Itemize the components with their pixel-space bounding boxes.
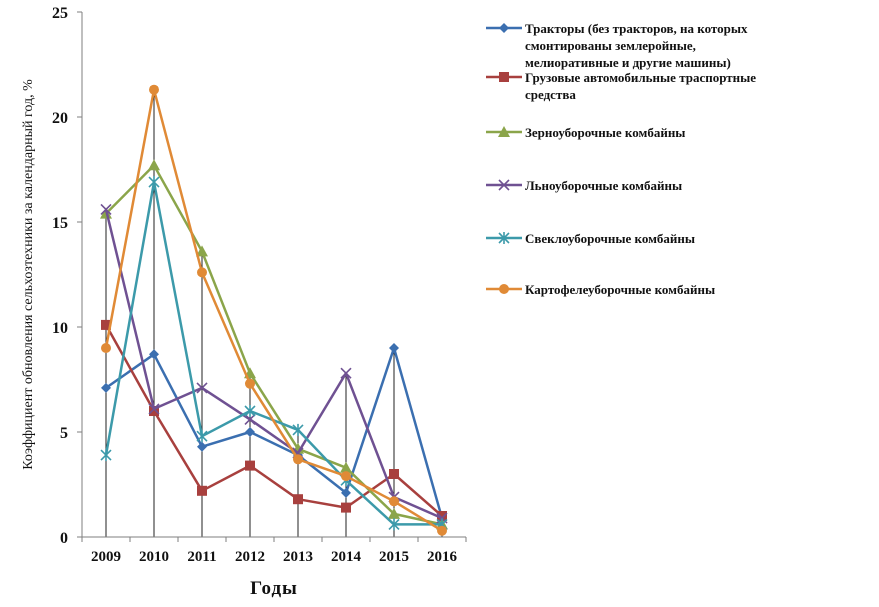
data-point-s1-2016 xyxy=(437,511,447,521)
data-point-s0-2011 xyxy=(197,441,207,452)
legend-marker-2 xyxy=(498,126,510,137)
legend-label-2: Зерноуборочные комбайны xyxy=(525,125,685,140)
legend-label-5: Картофелеуборочные комбайны xyxy=(525,282,715,297)
x-tick-label: 2014 xyxy=(331,549,362,565)
data-point-s0-2012 xyxy=(245,427,255,437)
y-tick-label: 10 xyxy=(52,320,68,337)
data-point-s2-2010 xyxy=(148,159,160,171)
data-point-s5-2011 xyxy=(197,267,207,278)
legend-label-1: средства xyxy=(525,87,576,102)
data-point-s4-2012 xyxy=(244,405,256,417)
y-tick-label: 15 xyxy=(52,215,68,232)
data-point-s5-2010 xyxy=(149,84,159,95)
data-point-s1-2013 xyxy=(293,494,303,505)
x-tick-label: 2011 xyxy=(187,549,216,565)
legend-marker-5 xyxy=(499,284,509,294)
data-point-s0-2010 xyxy=(149,349,159,360)
data-point-s1-2009 xyxy=(101,319,111,330)
data-point-s1-2014 xyxy=(341,502,351,513)
series-line-3 xyxy=(104,209,443,520)
legend-label-0: Тракторы (без тракторов, на которых xyxy=(525,21,748,36)
data-point-s1-2010 xyxy=(149,406,159,416)
legend-marker-4 xyxy=(498,232,510,244)
data-point-s1-2011 xyxy=(197,485,207,496)
data-point-s4-2015 xyxy=(388,518,400,531)
legend-label-3: Льноуборочные комбайны xyxy=(525,178,682,193)
y-axis-title: Коэффициент обновления сельхозтехники за… xyxy=(21,79,36,470)
data-point-s5-2012 xyxy=(245,378,255,389)
legend-marker-0 xyxy=(499,23,509,33)
data-point-s1-2015 xyxy=(389,469,399,479)
legend-label-0: мелиоративные и другие машины) xyxy=(525,55,731,70)
legend-label-1: Грузовые автомобильные траспортные xyxy=(525,70,756,85)
data-point-s5-2016 xyxy=(437,525,447,536)
data-point-s2-2014 xyxy=(340,461,352,473)
data-point-s0-2009 xyxy=(101,382,111,393)
y-tick-label: 5 xyxy=(60,425,68,442)
data-point-s3-2009 xyxy=(100,203,112,215)
data-point-s0-2014 xyxy=(341,487,351,498)
data-point-s5-2009 xyxy=(101,343,111,353)
legend-marker-3 xyxy=(498,179,510,191)
y-tick-label: 20 xyxy=(52,110,68,127)
data-point-s4-2013 xyxy=(292,423,304,436)
data-point-s3-2011 xyxy=(196,382,208,394)
data-point-s4-2009 xyxy=(100,449,112,462)
series-line-0 xyxy=(105,346,444,519)
x-tick-label: 2009 xyxy=(91,549,121,565)
y-tick-label: 0 xyxy=(60,530,68,547)
data-point-s3-2012 xyxy=(244,413,256,425)
x-axis-title: Годы xyxy=(250,578,298,599)
data-point-s3-2010 xyxy=(148,403,160,415)
data-point-s5-2015 xyxy=(389,496,399,507)
data-point-s1-2012 xyxy=(245,460,255,471)
data-point-s5-2014 xyxy=(341,471,351,482)
data-point-s4-2011 xyxy=(196,430,208,443)
legend-label-0: смонтированы землеройные, xyxy=(525,38,696,53)
data-point-s3-2014 xyxy=(340,367,352,379)
series-line-2 xyxy=(105,164,443,526)
legend-marker-1 xyxy=(499,72,509,82)
data-point-s5-2013 xyxy=(293,454,303,465)
data-point-s0-2015 xyxy=(389,343,399,353)
legend-label-4: Свеклоуборочные комбайны xyxy=(525,231,695,246)
y-tick-label: 25 xyxy=(52,5,68,22)
x-tick-label: 2016 xyxy=(427,549,458,565)
series-line-5 xyxy=(104,88,443,532)
x-tick-label: 2012 xyxy=(235,549,265,565)
data-point-s2-2015 xyxy=(388,507,400,519)
x-tick-label: 2015 xyxy=(379,549,409,565)
x-tick-label: 2013 xyxy=(283,549,313,565)
x-tick-label: 2010 xyxy=(139,549,169,565)
data-point-s2-2011 xyxy=(196,245,208,257)
data-point-s4-2010 xyxy=(148,176,160,189)
